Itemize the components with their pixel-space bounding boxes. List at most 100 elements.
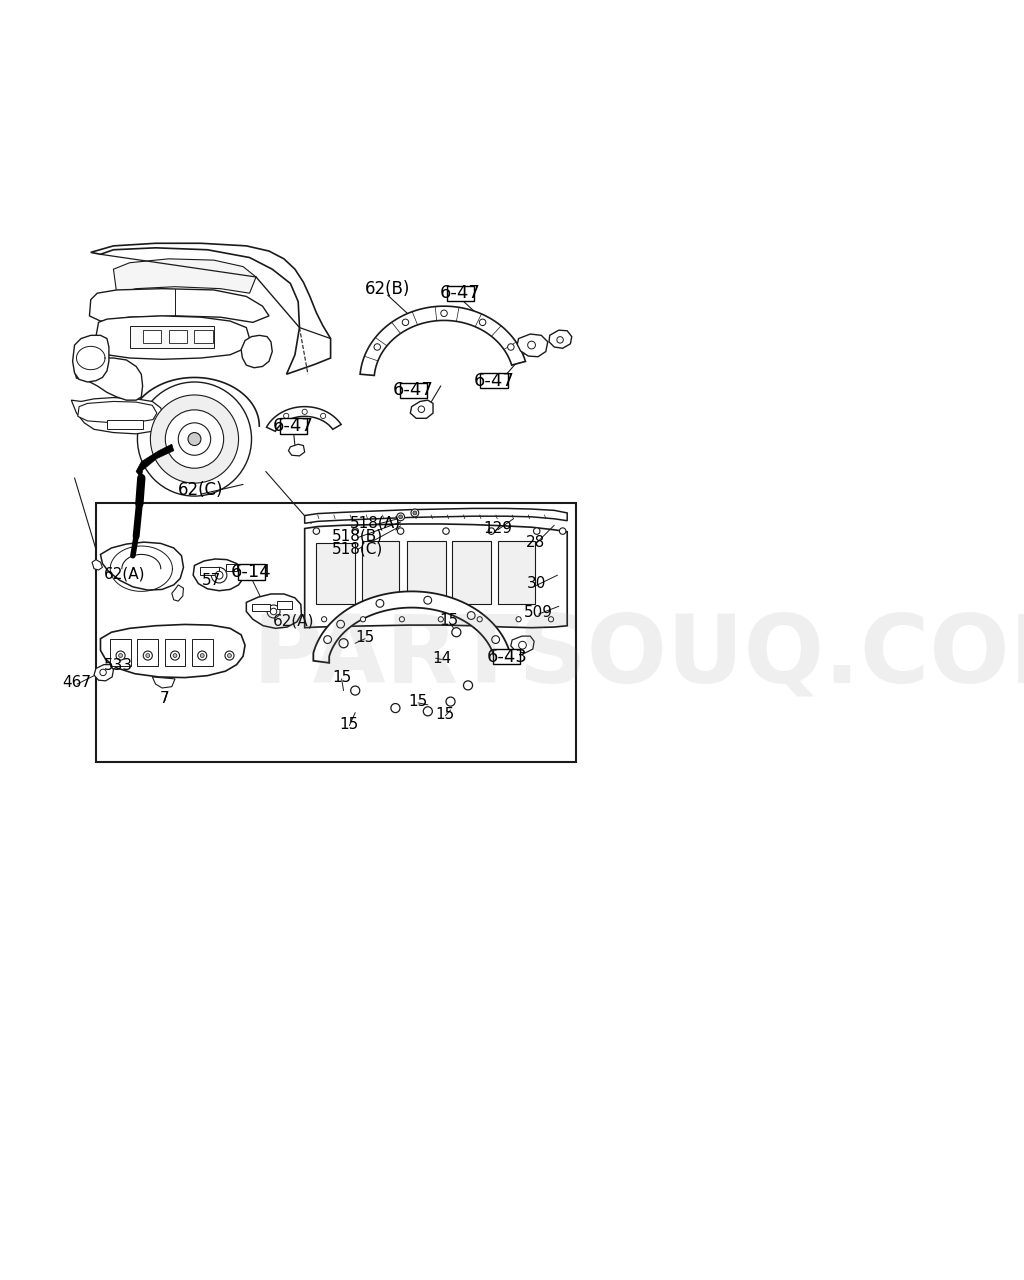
- Polygon shape: [172, 585, 183, 602]
- Text: 6-47: 6-47: [440, 284, 480, 302]
- Circle shape: [527, 342, 536, 349]
- Text: 509: 509: [524, 605, 553, 621]
- Bar: [169, 330, 186, 343]
- Text: 62(A): 62(A): [104, 566, 145, 581]
- Text: 7: 7: [160, 691, 169, 705]
- Circle shape: [227, 654, 231, 658]
- Circle shape: [145, 654, 150, 658]
- Bar: [137, 639, 158, 666]
- Polygon shape: [266, 407, 341, 431]
- Text: 62(B): 62(B): [365, 279, 411, 298]
- Bar: [200, 567, 219, 575]
- Circle shape: [374, 344, 381, 351]
- Circle shape: [440, 310, 447, 316]
- Polygon shape: [153, 677, 175, 687]
- Text: 15: 15: [340, 717, 359, 732]
- Text: 30: 30: [526, 576, 546, 591]
- Polygon shape: [94, 664, 114, 681]
- Polygon shape: [289, 444, 305, 456]
- Polygon shape: [136, 444, 174, 477]
- Circle shape: [467, 612, 475, 620]
- Bar: [165, 639, 185, 666]
- Text: 129: 129: [483, 521, 512, 536]
- Polygon shape: [114, 259, 256, 293]
- Polygon shape: [75, 358, 142, 401]
- Text: 62(C): 62(C): [178, 480, 223, 499]
- Bar: [278, 602, 292, 609]
- Circle shape: [391, 704, 400, 713]
- Polygon shape: [96, 316, 250, 360]
- Text: 518(C): 518(C): [332, 541, 383, 556]
- Circle shape: [411, 509, 419, 517]
- Circle shape: [188, 433, 201, 445]
- Bar: [498, 541, 536, 604]
- Circle shape: [322, 617, 327, 622]
- Circle shape: [151, 396, 239, 483]
- Text: 467: 467: [62, 676, 91, 690]
- Circle shape: [397, 527, 403, 534]
- Bar: [446, 285, 474, 301]
- Text: 6-47: 6-47: [393, 381, 434, 399]
- Circle shape: [396, 513, 404, 521]
- Circle shape: [211, 567, 227, 582]
- Circle shape: [170, 652, 179, 660]
- Circle shape: [477, 617, 482, 622]
- Bar: [130, 325, 214, 348]
- Polygon shape: [91, 243, 331, 374]
- Text: 533: 533: [104, 658, 133, 673]
- Circle shape: [198, 652, 207, 660]
- Circle shape: [518, 641, 526, 649]
- Circle shape: [321, 413, 326, 419]
- Polygon shape: [194, 559, 243, 591]
- Bar: [400, 383, 427, 398]
- Text: 6-47: 6-47: [273, 417, 314, 435]
- Circle shape: [446, 698, 455, 707]
- Circle shape: [399, 617, 404, 622]
- Circle shape: [178, 422, 211, 456]
- Bar: [494, 649, 520, 664]
- Polygon shape: [313, 591, 510, 663]
- Circle shape: [225, 652, 234, 660]
- Circle shape: [452, 627, 461, 636]
- Circle shape: [423, 707, 432, 716]
- Text: 62(A): 62(A): [273, 613, 314, 628]
- Circle shape: [267, 605, 280, 618]
- Circle shape: [549, 617, 554, 622]
- Bar: [191, 639, 213, 666]
- Circle shape: [313, 527, 319, 534]
- Polygon shape: [549, 330, 571, 348]
- Text: 15: 15: [439, 613, 459, 628]
- Bar: [361, 541, 399, 604]
- Circle shape: [534, 527, 540, 534]
- Circle shape: [339, 639, 348, 648]
- Bar: [480, 372, 508, 388]
- Circle shape: [516, 617, 521, 622]
- Circle shape: [352, 527, 358, 534]
- Polygon shape: [241, 335, 272, 367]
- Text: 57: 57: [203, 573, 221, 588]
- Bar: [315, 543, 354, 604]
- Circle shape: [99, 669, 106, 676]
- Text: 6-47: 6-47: [473, 371, 514, 389]
- Bar: [281, 419, 307, 434]
- Polygon shape: [511, 636, 535, 653]
- Bar: [238, 564, 265, 580]
- Circle shape: [284, 413, 289, 419]
- Polygon shape: [92, 559, 102, 570]
- Text: 518(B): 518(B): [332, 529, 383, 544]
- Polygon shape: [247, 594, 301, 628]
- Circle shape: [350, 686, 359, 695]
- Text: 518(A): 518(A): [350, 516, 400, 531]
- Circle shape: [201, 654, 204, 658]
- Circle shape: [215, 571, 223, 579]
- Polygon shape: [305, 508, 567, 524]
- Polygon shape: [89, 289, 269, 323]
- Bar: [96, 503, 575, 762]
- Circle shape: [413, 511, 417, 515]
- Circle shape: [165, 410, 223, 468]
- Polygon shape: [73, 335, 109, 381]
- Text: 15: 15: [355, 630, 375, 645]
- Text: 15: 15: [436, 707, 455, 722]
- Circle shape: [119, 654, 123, 658]
- Circle shape: [173, 654, 177, 658]
